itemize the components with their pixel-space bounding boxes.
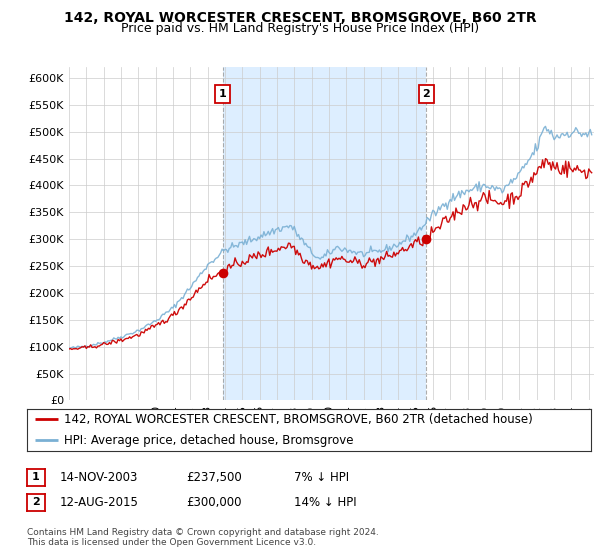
Text: Price paid vs. HM Land Registry's House Price Index (HPI): Price paid vs. HM Land Registry's House … [121, 22, 479, 35]
Bar [223, 67, 426, 400]
Text: 142, ROYAL WORCESTER CRESCENT, BROMSGROVE, B60 2TR: 142, ROYAL WORCESTER CRESCENT, BROMSGROV… [64, 11, 536, 25]
Text: 142, ROYAL WORCESTER CRESCENT, BROMSGROVE, B60 2TR (detached house): 142, ROYAL WORCESTER CRESCENT, BROMSGROV… [64, 413, 532, 426]
Text: HPI: Average price, detached house, Bromsgrove: HPI: Average price, detached house, Brom… [64, 434, 353, 447]
Text: 7% ↓ HPI: 7% ↓ HPI [294, 470, 349, 484]
Text: 14-NOV-2003: 14-NOV-2003 [60, 470, 139, 484]
Text: £237,500: £237,500 [186, 470, 242, 484]
Text: 2: 2 [422, 89, 430, 99]
Text: 1: 1 [32, 472, 40, 482]
Text: Contains HM Land Registry data © Crown copyright and database right 2024.
This d: Contains HM Land Registry data © Crown c… [27, 528, 379, 547]
Text: 1: 1 [219, 89, 227, 99]
Text: £300,000: £300,000 [186, 496, 241, 509]
Text: 2: 2 [32, 497, 40, 507]
Text: 14% ↓ HPI: 14% ↓ HPI [294, 496, 356, 509]
Text: 12-AUG-2015: 12-AUG-2015 [60, 496, 139, 509]
